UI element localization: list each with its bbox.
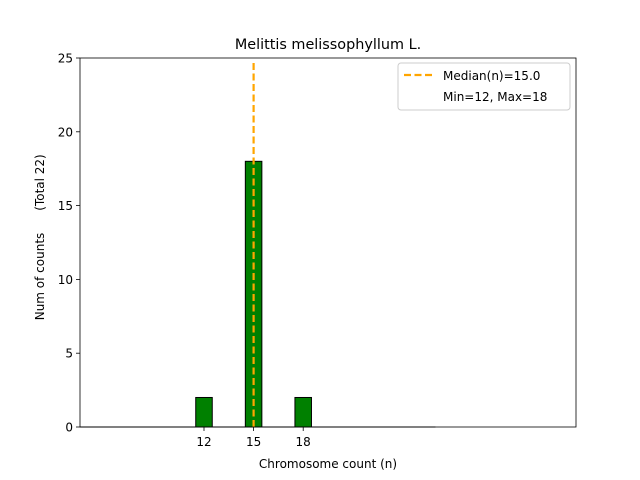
y-axis-label: Num of counts [33, 233, 47, 321]
x-tick-label: 12 [196, 435, 211, 449]
y-tick-label: 5 [65, 347, 73, 361]
x-tick-label: 15 [246, 435, 261, 449]
y-tick-label: 15 [58, 199, 73, 213]
y-axis-total-label: (Total 22) [33, 154, 47, 210]
chart-title: Melittis melissophyllum L. [235, 37, 421, 53]
x-tick-label: 18 [296, 435, 311, 449]
y-axis: 0 5 10 15 20 25 [58, 52, 80, 435]
legend-box [397, 62, 571, 111]
y-tick-label: 25 [58, 52, 73, 66]
x-axis-label: Chromosome count (n) [259, 457, 397, 471]
plot-frame [79, 57, 577, 428]
bar-18 [294, 396, 312, 428]
x-axis: 12 15 18 [196, 427, 311, 449]
bar-12 [195, 396, 213, 428]
y-tick-label: 0 [65, 421, 73, 435]
y-tick-label: 20 [58, 125, 73, 139]
y-tick-label: 10 [58, 273, 73, 287]
y-axis-label-group: Num of counts (Total 22) [33, 154, 47, 320]
legend-entry-median: Median(n)=15.0 [443, 69, 540, 83]
legend: Median(n)=15.0 Min=12, Max=18 [397, 62, 571, 111]
legend-entry-minmax: Min=12, Max=18 [443, 90, 547, 104]
bars-group [80, 160, 436, 428]
